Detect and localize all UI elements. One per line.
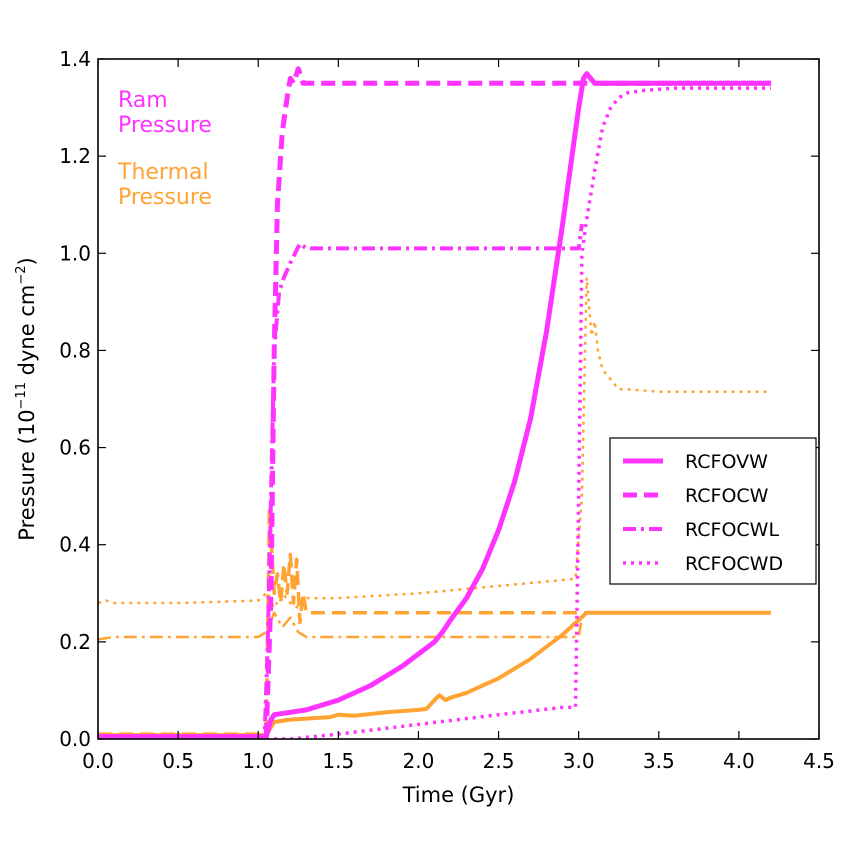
legend: RCFOVW RCFOCW RCFOCWL RCFOCWD — [609, 437, 817, 585]
y-tick-label: 0.0 — [59, 727, 91, 751]
x-tick-label: 3.0 — [563, 749, 595, 773]
x-tick-label: 1.0 — [242, 749, 274, 773]
y-tick-label: 0.8 — [59, 338, 91, 362]
y-label-suffix: ) — [15, 257, 39, 265]
series-rcfocw-ram-line — [98, 66, 771, 739]
annotation-ram-line2: Pressure — [118, 113, 212, 138]
y-tick-label: 0.4 — [59, 533, 91, 557]
ticks-layer: 0.0 0.5 1.0 1.5 2.0 2.5 3.0 3.5 4.0 4.5 0.0 0.2 0.4 0… — [59, 47, 835, 773]
x-tick-label: 0.5 — [162, 749, 194, 773]
x-tick-label: 0.0 — [82, 749, 114, 773]
series-rcfocwl-thermal-line — [98, 611, 584, 641]
annotation-ram: Ram Pressure — [118, 88, 212, 138]
series-rcfocwl-ram-line — [98, 223, 584, 739]
legend-label-rcfovw: RCFOVW — [685, 451, 768, 473]
annotation-thermal-line1: Thermal — [117, 160, 209, 185]
y-label-exponent: −11 — [14, 382, 29, 409]
plot-frame — [97, 58, 820, 740]
annotation-ram-line1: Ram — [118, 88, 168, 113]
series-rcfocwd-thermal-line — [98, 276, 771, 610]
legend-items: RCFOVW RCFOCW RCFOCWL RCFOCWD — [623, 451, 783, 575]
y-axis-label: Pressure (10−11 dyne cm−2) — [14, 257, 39, 540]
annotation-thermal: Thermal Pressure — [117, 160, 212, 210]
series-rcfocw-thermal-line — [98, 508, 771, 736]
x-axis-label: Time (Gyr) — [402, 783, 515, 807]
legend-label-rcfocwl: RCFOCWL — [685, 519, 779, 541]
y-label-prefix: Pressure (10 — [15, 409, 39, 540]
y-tick-label: 0.2 — [59, 630, 91, 654]
y-tick-label: 1.4 — [59, 47, 91, 71]
series-layer — [98, 66, 771, 739]
x-tick-label: 4.0 — [723, 749, 755, 773]
series-rcfovw-ram-line — [98, 71, 771, 739]
x-tick-label: 1.5 — [322, 749, 354, 773]
y-tick-label: 0.6 — [59, 436, 91, 460]
y-label-middle: dyne cm — [15, 285, 39, 382]
x-tick-label: 3.5 — [643, 749, 675, 773]
y-tick-label: 1.0 — [59, 241, 91, 265]
series-rcfovw-thermal-line — [98, 610, 771, 738]
legend-label-rcfocw: RCFOCW — [685, 485, 769, 507]
annotation-thermal-line2: Pressure — [118, 185, 212, 210]
legend-label-rcfocwd: RCFOCWD — [685, 553, 783, 575]
y-tick-label: 1.2 — [59, 144, 91, 168]
x-tick-label: 4.5 — [803, 749, 835, 773]
y-label-unit-exponent: −2 — [14, 265, 29, 284]
x-tick-label: 2.5 — [483, 749, 515, 773]
x-tick-label: 2.0 — [403, 749, 435, 773]
